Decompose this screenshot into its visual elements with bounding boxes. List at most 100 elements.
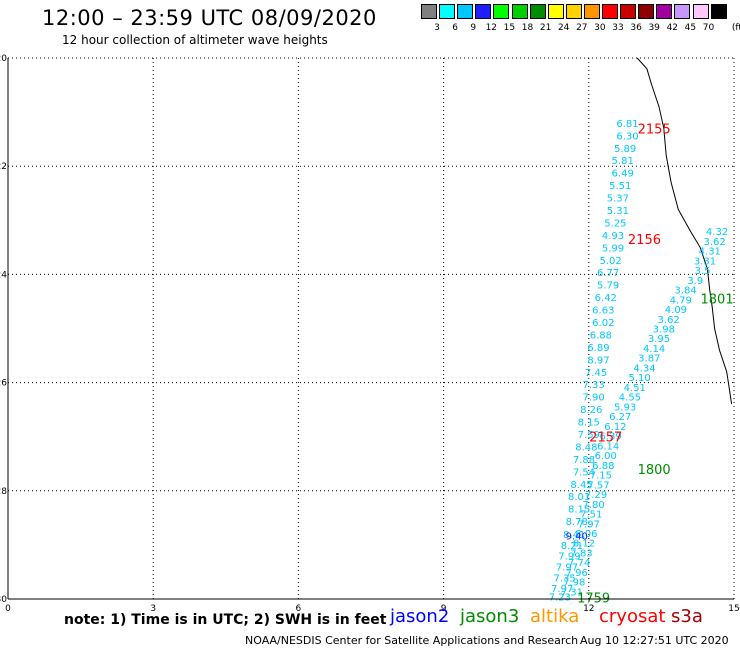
wave-height-value: 5.51	[609, 181, 631, 192]
wave-height-value: 6.02	[592, 318, 614, 329]
wave-height-value: 8.45	[570, 480, 592, 491]
legend-swatch	[475, 4, 492, 19]
pass-time-label: 1800	[638, 463, 671, 478]
x-tick-label: 6	[296, 604, 302, 614]
wave-height-value: 7.59	[578, 430, 600, 441]
legend-units: (ft)	[731, 23, 740, 33]
legend-swatch-label: 21	[539, 23, 552, 33]
axes: 0 3 6 9 12 15 -20 -22 -24 -26 -28 -30	[0, 54, 740, 614]
legend-swatch	[638, 4, 655, 19]
wave-height-value: 6.12	[604, 422, 626, 433]
legend-swatch-label: 36	[630, 23, 642, 33]
legend-swatch	[710, 4, 727, 19]
y-tick-label: -28	[0, 487, 7, 497]
credit-text: NOAA/NESDIS Center for Satellite Applica…	[245, 634, 579, 647]
satellite-cryosat: cryosat	[599, 606, 666, 627]
wave-height-value: 3.98	[653, 325, 675, 336]
legend-swatch	[439, 4, 456, 19]
wave-height-value: 6.63	[592, 306, 614, 317]
legend-swatch	[692, 4, 709, 19]
wave-height-value: 8.01	[568, 492, 590, 503]
legend-swatch	[493, 4, 510, 19]
wave-height-value: 8.15	[578, 418, 600, 429]
wave-height-value: 7.15	[590, 471, 612, 482]
wave-height-value: 6.88	[590, 330, 612, 341]
wave-height-value: 7.97	[551, 584, 573, 595]
wave-height-value: 7.97	[578, 519, 600, 530]
wave-height-value: 6.89	[587, 343, 609, 354]
wave-height-value: 7.90	[583, 393, 605, 404]
wave-height-value: 6.42	[595, 293, 617, 304]
wave-height-value: 6.77	[597, 268, 619, 279]
wave-height-value: 8.41	[563, 530, 585, 541]
legend-swatch	[457, 4, 474, 19]
wave-height-value: 5.02	[599, 256, 621, 267]
wave-height-value: 3.95	[648, 334, 670, 345]
wave-height-value: 6.39	[599, 432, 621, 443]
wave-height-value: 5.79	[597, 281, 619, 292]
y-tick-label: -24	[0, 270, 7, 280]
satellite-altika: altika	[530, 606, 580, 627]
wave-height-value: 7.83	[570, 548, 592, 559]
wave-height-value: 3.62	[704, 237, 726, 248]
wave-height-value: 4.93	[602, 231, 624, 242]
wave-height-value: 8.48	[575, 442, 597, 453]
legend-swatch-label: 27	[576, 23, 588, 33]
wave-height-value: 7.29	[585, 490, 607, 501]
wave-height-value: 5.25	[604, 218, 626, 229]
wave-height-value: 8.21	[561, 541, 583, 552]
pass-time-label: 2157	[589, 431, 622, 446]
wave-height-value: 3.9	[687, 276, 703, 287]
legend-swatch-label: 12	[485, 23, 498, 33]
legend-swatch	[602, 4, 618, 19]
coastline-path	[636, 57, 733, 405]
wave-height-value: 5.10	[628, 373, 650, 384]
wave-height-value: 4.34	[633, 363, 655, 374]
wave-height-value: 3.87	[638, 354, 660, 365]
wave-height-value: 8.78	[566, 517, 588, 528]
x-tick-label: 9	[441, 604, 447, 614]
wave-height-value: 7.23	[549, 592, 571, 603]
legend-swatch-label: 42	[666, 23, 679, 33]
wave-height-value: 4.09	[665, 305, 687, 316]
wave-height-value: 8.26	[580, 405, 602, 416]
wave-height-value: 8.97	[587, 355, 609, 366]
wave-height-value: 7.54	[573, 467, 595, 478]
legend-swatch	[620, 4, 637, 19]
wave-height-value: 5.37	[607, 194, 629, 205]
wave-height-value: 5.89	[614, 144, 636, 155]
x-tick-label: 0	[5, 604, 11, 614]
wave-height-value: 3.84	[674, 286, 696, 297]
satellite-jason3: jason3	[460, 606, 520, 627]
legend-swatch-label: 3	[434, 23, 440, 33]
wave-height-value: 6.88	[592, 461, 614, 472]
legend-swatch-label: 24	[557, 23, 570, 33]
wave-height-value: 8.06	[575, 529, 597, 540]
legend-swatch-label: 33	[612, 23, 624, 33]
wave-height-value: 7.80	[583, 500, 605, 511]
legend-swatch-label: 6	[452, 23, 458, 33]
legend-swatch-label: 45	[684, 23, 697, 33]
wave-height-value: 7.33	[583, 380, 605, 391]
wave-height-value: 7.99	[558, 552, 580, 563]
y-tick-label: -22	[0, 162, 7, 172]
wave-height-value: 5.31	[607, 206, 629, 217]
wave-height-value: 4.31	[699, 247, 721, 258]
wave-height-value: 7.74	[568, 558, 590, 569]
legend-swatch-label: 39	[648, 23, 660, 33]
legend-swatch	[529, 4, 546, 19]
satellite-jason2: jason2	[390, 606, 450, 627]
wave-height-value: 7.96	[566, 568, 588, 579]
generated-timestamp: Aug 10 12:27:51 UTC 2020	[580, 634, 729, 647]
wave-height-value: 4.32	[706, 227, 728, 238]
wave-height-value: 7.35	[553, 573, 575, 584]
wave-height-value: 6.49	[612, 169, 634, 180]
wave-height-value: 6.00	[595, 451, 617, 462]
legend-swatch	[565, 4, 582, 19]
wave-height-value: 4.79	[670, 295, 692, 306]
wave-height-value: 7.57	[587, 480, 609, 491]
legend-swatch-label: 30	[594, 23, 606, 33]
wave-height-value: 7.45	[585, 368, 607, 379]
legend-swatch	[583, 4, 600, 19]
